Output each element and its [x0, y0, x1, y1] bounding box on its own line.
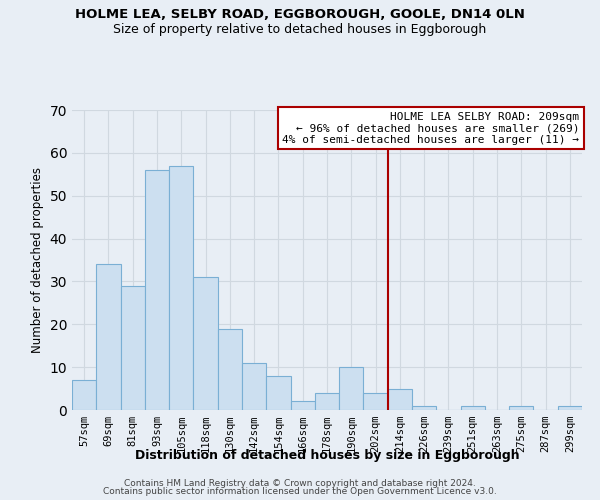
Bar — [218, 328, 242, 410]
Bar — [339, 367, 364, 410]
Text: Distribution of detached houses by size in Eggborough: Distribution of detached houses by size … — [134, 448, 520, 462]
Text: Contains public sector information licensed under the Open Government Licence v3: Contains public sector information licen… — [103, 487, 497, 496]
Bar — [193, 277, 218, 410]
Bar — [145, 170, 169, 410]
Text: Size of property relative to detached houses in Eggborough: Size of property relative to detached ho… — [113, 22, 487, 36]
Bar — [315, 393, 339, 410]
Bar — [388, 388, 412, 410]
Text: Contains HM Land Registry data © Crown copyright and database right 2024.: Contains HM Land Registry data © Crown c… — [124, 478, 476, 488]
Bar — [169, 166, 193, 410]
Bar — [266, 376, 290, 410]
Bar — [96, 264, 121, 410]
Text: HOLME LEA, SELBY ROAD, EGGBOROUGH, GOOLE, DN14 0LN: HOLME LEA, SELBY ROAD, EGGBOROUGH, GOOLE… — [75, 8, 525, 20]
Bar — [558, 406, 582, 410]
Bar — [364, 393, 388, 410]
Bar — [461, 406, 485, 410]
Bar — [121, 286, 145, 410]
Bar — [509, 406, 533, 410]
Bar — [412, 406, 436, 410]
Text: HOLME LEA SELBY ROAD: 209sqm
← 96% of detached houses are smaller (269)
4% of se: HOLME LEA SELBY ROAD: 209sqm ← 96% of de… — [283, 112, 580, 144]
Bar — [72, 380, 96, 410]
Bar — [242, 363, 266, 410]
Y-axis label: Number of detached properties: Number of detached properties — [31, 167, 44, 353]
Bar — [290, 402, 315, 410]
